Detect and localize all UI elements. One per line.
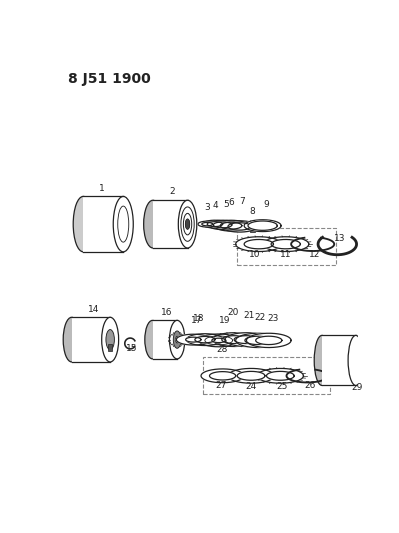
- Ellipse shape: [170, 320, 185, 359]
- Polygon shape: [212, 338, 226, 343]
- Text: 20: 20: [227, 308, 238, 317]
- Polygon shape: [244, 220, 281, 231]
- Polygon shape: [271, 239, 300, 249]
- Bar: [237, 228, 336, 265]
- Polygon shape: [256, 336, 282, 344]
- Polygon shape: [198, 221, 216, 227]
- Polygon shape: [225, 333, 268, 346]
- Polygon shape: [202, 222, 213, 226]
- Polygon shape: [322, 335, 356, 385]
- Text: 16: 16: [161, 308, 172, 317]
- Polygon shape: [186, 337, 201, 342]
- Polygon shape: [203, 220, 227, 228]
- Ellipse shape: [63, 317, 80, 362]
- Polygon shape: [195, 336, 215, 343]
- Text: 15: 15: [126, 344, 138, 353]
- Text: 12: 12: [308, 250, 320, 259]
- Ellipse shape: [348, 335, 363, 385]
- Polygon shape: [199, 334, 239, 347]
- Polygon shape: [228, 223, 251, 230]
- Ellipse shape: [314, 335, 330, 385]
- Polygon shape: [152, 320, 177, 359]
- Polygon shape: [244, 239, 273, 249]
- Polygon shape: [153, 200, 188, 248]
- Polygon shape: [263, 237, 309, 252]
- Ellipse shape: [145, 320, 160, 359]
- Ellipse shape: [178, 200, 197, 248]
- Text: 10: 10: [249, 250, 261, 259]
- Polygon shape: [222, 336, 247, 344]
- Text: 25: 25: [276, 382, 288, 391]
- Text: 5: 5: [223, 200, 229, 209]
- Ellipse shape: [173, 331, 181, 348]
- Polygon shape: [267, 372, 294, 380]
- Ellipse shape: [144, 200, 162, 248]
- Text: 11: 11: [280, 250, 292, 259]
- Text: 26: 26: [304, 381, 315, 390]
- Polygon shape: [236, 333, 280, 348]
- Ellipse shape: [73, 196, 93, 252]
- Polygon shape: [245, 336, 271, 344]
- Text: 22: 22: [254, 313, 265, 322]
- Text: 6: 6: [228, 198, 234, 207]
- Bar: [203, 357, 330, 393]
- Polygon shape: [234, 336, 259, 344]
- Polygon shape: [186, 334, 223, 345]
- Text: 19: 19: [219, 316, 231, 325]
- Polygon shape: [248, 221, 277, 230]
- Text: 23: 23: [267, 314, 279, 323]
- Text: 7: 7: [239, 197, 245, 206]
- Text: 14: 14: [87, 305, 99, 314]
- Ellipse shape: [106, 329, 115, 350]
- Polygon shape: [201, 369, 244, 383]
- Polygon shape: [213, 333, 256, 346]
- Polygon shape: [213, 222, 232, 228]
- Text: 4: 4: [212, 201, 218, 210]
- Polygon shape: [208, 220, 237, 230]
- Polygon shape: [207, 222, 223, 227]
- Text: 1: 1: [99, 184, 105, 193]
- Bar: [249, 223, 255, 225]
- Polygon shape: [72, 317, 110, 362]
- Polygon shape: [83, 196, 123, 252]
- Text: 8 J51 1900: 8 J51 1900: [68, 72, 150, 86]
- Ellipse shape: [181, 207, 194, 241]
- Text: 3: 3: [204, 203, 210, 212]
- Bar: [249, 230, 255, 232]
- Polygon shape: [209, 372, 236, 380]
- Text: 2: 2: [170, 188, 175, 196]
- Text: 24: 24: [245, 382, 257, 391]
- Polygon shape: [228, 368, 274, 383]
- Polygon shape: [220, 222, 242, 229]
- Bar: [108, 344, 113, 351]
- Ellipse shape: [184, 213, 192, 235]
- Polygon shape: [237, 372, 265, 380]
- Text: 9: 9: [264, 200, 269, 209]
- Polygon shape: [222, 221, 257, 232]
- Text: 28: 28: [216, 345, 227, 354]
- Bar: [249, 227, 255, 229]
- Text: 21: 21: [243, 311, 255, 320]
- Polygon shape: [247, 333, 291, 348]
- Text: 13: 13: [334, 233, 346, 243]
- Text: 27: 27: [215, 382, 227, 390]
- Text: 18: 18: [193, 314, 204, 323]
- Polygon shape: [236, 237, 282, 252]
- Text: 29: 29: [352, 383, 363, 392]
- Text: 8: 8: [249, 207, 255, 216]
- Text: 17: 17: [192, 316, 203, 325]
- Ellipse shape: [185, 219, 190, 229]
- Bar: [249, 221, 255, 223]
- Ellipse shape: [176, 336, 179, 343]
- Ellipse shape: [186, 220, 190, 229]
- Polygon shape: [257, 368, 303, 383]
- Ellipse shape: [102, 317, 119, 362]
- Polygon shape: [214, 220, 248, 231]
- Polygon shape: [176, 334, 210, 345]
